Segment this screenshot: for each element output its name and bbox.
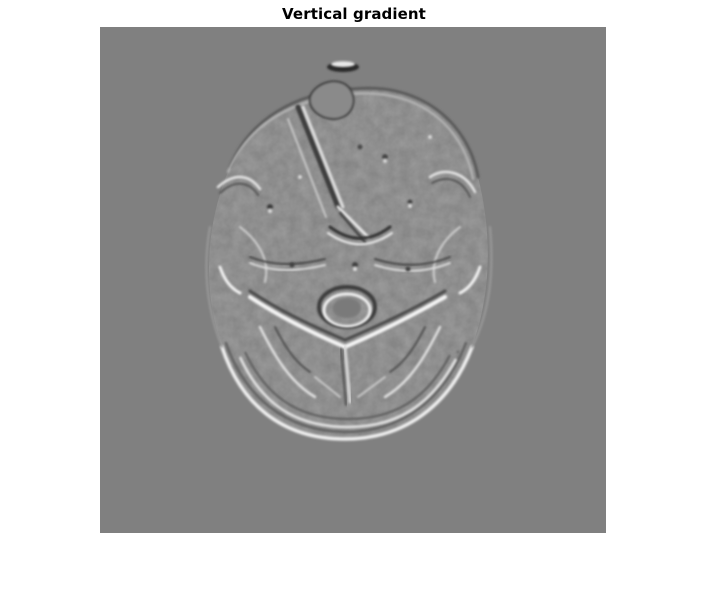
image-axes: [100, 27, 606, 533]
inner-skull: [238, 351, 458, 429]
fine-detail: [267, 135, 460, 354]
figure-title: Vertical gradient: [282, 5, 426, 23]
soft-shading: [230, 122, 480, 291]
lateral-structures: [216, 170, 482, 295]
gradient-image: [100, 27, 606, 533]
neck-structures: [248, 289, 447, 406]
nose-structure: [308, 61, 359, 121]
outer-contour: [205, 86, 493, 441]
